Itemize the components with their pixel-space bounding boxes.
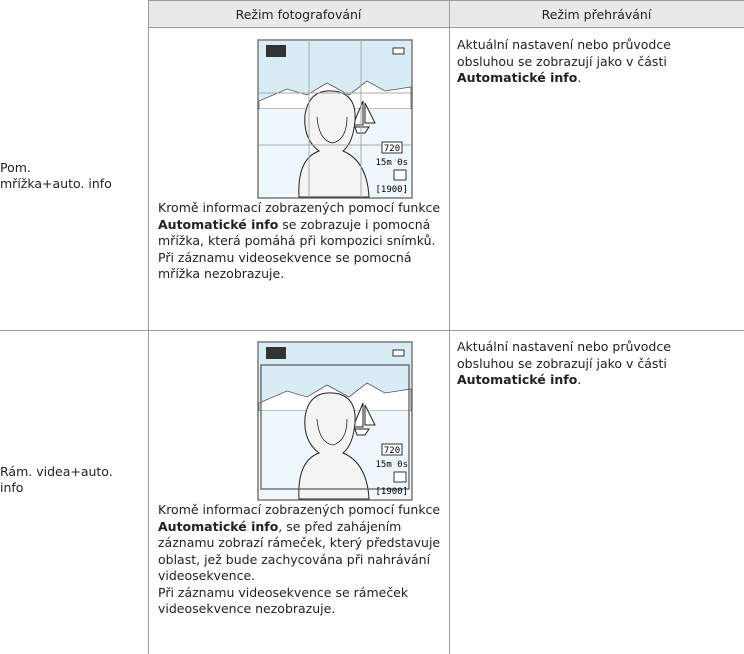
screen-text: [1900]: [375, 185, 408, 195]
text-run: , se před zahájením záznamu zobrazí ráme…: [158, 518, 441, 584]
person: [298, 90, 370, 198]
camera-screen: 720 15m 0s [1900]: [257, 39, 413, 199]
screen-text: 15m 0s: [375, 158, 408, 168]
face: [316, 418, 348, 446]
paragraph: Aktuální nastavení nebo průvodce obsluho…: [457, 339, 717, 389]
text-run: se zobrazuje i pomocná mřížka, která pom…: [158, 216, 436, 249]
row-label: Pom. mřížka+auto. info: [0, 160, 145, 192]
scene-icon: [266, 45, 286, 57]
size-icon: [393, 471, 407, 483]
playback-text: Aktuální nastavení nebo průvodce obsluho…: [457, 37, 717, 87]
screen-text: 720: [384, 144, 400, 154]
person: [298, 392, 370, 500]
paragraph: Kromě informací zobrazených pomocí funkc…: [158, 200, 443, 250]
battery-icon: [392, 47, 405, 55]
column-line: [449, 0, 450, 654]
label-line: Pom.: [0, 160, 31, 175]
screen-text: 15m 0s: [375, 460, 408, 470]
label-line: Rám. videa+auto.: [0, 464, 113, 479]
text-run: Kromě informací zobrazených pomocí funkc…: [158, 200, 441, 215]
label-line: mřížka+auto. info: [0, 176, 112, 191]
scene-icon: [266, 347, 286, 359]
screen-text: 720: [384, 446, 400, 456]
paragraph: Při záznamu videosekvence se rámeček vid…: [158, 585, 443, 618]
text-run: Aktuální nastavení nebo průvodce obsluho…: [457, 37, 671, 69]
playback-text: Aktuální nastavení nebo průvodce obsluho…: [457, 339, 717, 389]
screen-text: [1900]: [375, 487, 408, 497]
paragraph: Při záznamu videosekvence se pomocná mří…: [158, 250, 443, 283]
text-run: Při záznamu videosekvence se rámeček vid…: [158, 584, 409, 617]
text-run: .: [577, 372, 582, 387]
row-line: [0, 330, 744, 331]
photo-text: Kromě informací zobrazených pomocí funkc…: [158, 200, 443, 283]
column-line: [148, 0, 149, 654]
paragraph: Kromě informací zobrazených pomocí funkc…: [158, 502, 443, 585]
sailboat: [352, 100, 376, 134]
text-run: Aktuální nastavení nebo průvodce obsluho…: [457, 339, 671, 371]
row-label: Rám. videa+auto. info: [0, 464, 145, 496]
camera-screen: 720 15m 0s [1900]: [257, 341, 413, 501]
size-icon: [393, 169, 407, 181]
movie-box: [381, 443, 403, 456]
header-cell: Režim přehrávání: [449, 0, 744, 28]
paragraph: Aktuální nastavení nebo průvodce obsluho…: [457, 37, 717, 87]
bold-text: Automatické info: [158, 216, 279, 232]
text-run: Kromě informací zobrazených pomocí funkc…: [158, 502, 441, 517]
label-line: info: [0, 480, 24, 495]
text-run: .: [577, 70, 582, 85]
movie-frame: [260, 364, 410, 490]
face: [316, 116, 348, 144]
battery-icon: [392, 349, 405, 357]
bold-text: Automatické info: [457, 70, 578, 85]
movie-box: [381, 141, 403, 154]
header-cell: Režim fotografování: [148, 0, 449, 28]
bold-text: Automatické info: [158, 518, 279, 534]
photo-text: Kromě informací zobrazených pomocí funkc…: [158, 502, 443, 618]
bold-text: Automatické info: [457, 372, 578, 387]
sailboat: [352, 402, 376, 436]
text-run: Při záznamu videosekvence se pomocná mří…: [158, 249, 412, 282]
